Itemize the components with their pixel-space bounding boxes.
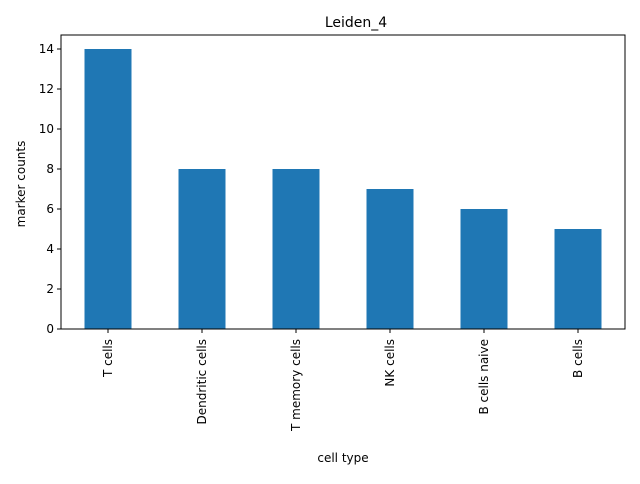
x-tick-label: Dendritic cells [195,339,209,424]
y-tick-label: 2 [46,282,54,296]
y-tick-label: 0 [46,322,54,336]
bar-b-cells [554,229,602,329]
y-axis-label: marker counts [14,141,28,228]
bar-b-cells-naive [460,209,508,329]
y-tick-label: 14 [39,42,54,56]
y-tick-label: 8 [46,162,54,176]
plot-frame [60,34,626,330]
y-axis-ticks: 0 2 4 6 8 10 12 14 [39,42,61,336]
bar-nk-cells [366,189,414,329]
x-tick-label: NK cells [383,339,397,387]
bar-t-memory-cells [272,169,320,329]
x-axis-ticks: T cells Dendritic cells T memory cells NK c… [101,329,585,432]
x-tick-label: B cells [571,339,585,378]
x-axis-label: cell type [317,451,368,465]
x-tick-label: T memory cells [289,339,303,432]
y-tick-label: 6 [46,202,54,216]
bar-t-cells [84,49,132,329]
y-tick-label: 4 [46,242,54,256]
bars-group [84,49,602,329]
x-tick-label: B cells naive [477,339,491,415]
y-tick-label: 10 [39,122,54,136]
x-tick-label: T cells [101,339,115,378]
chart-title: Leiden_4 [325,15,387,31]
y-tick-label: 12 [39,82,54,96]
bar-dendritic-cells [178,169,226,329]
